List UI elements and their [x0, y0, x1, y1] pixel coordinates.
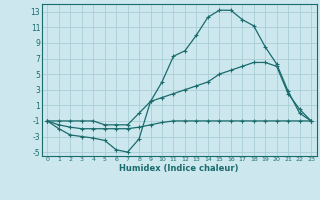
X-axis label: Humidex (Indice chaleur): Humidex (Indice chaleur)	[119, 164, 239, 173]
